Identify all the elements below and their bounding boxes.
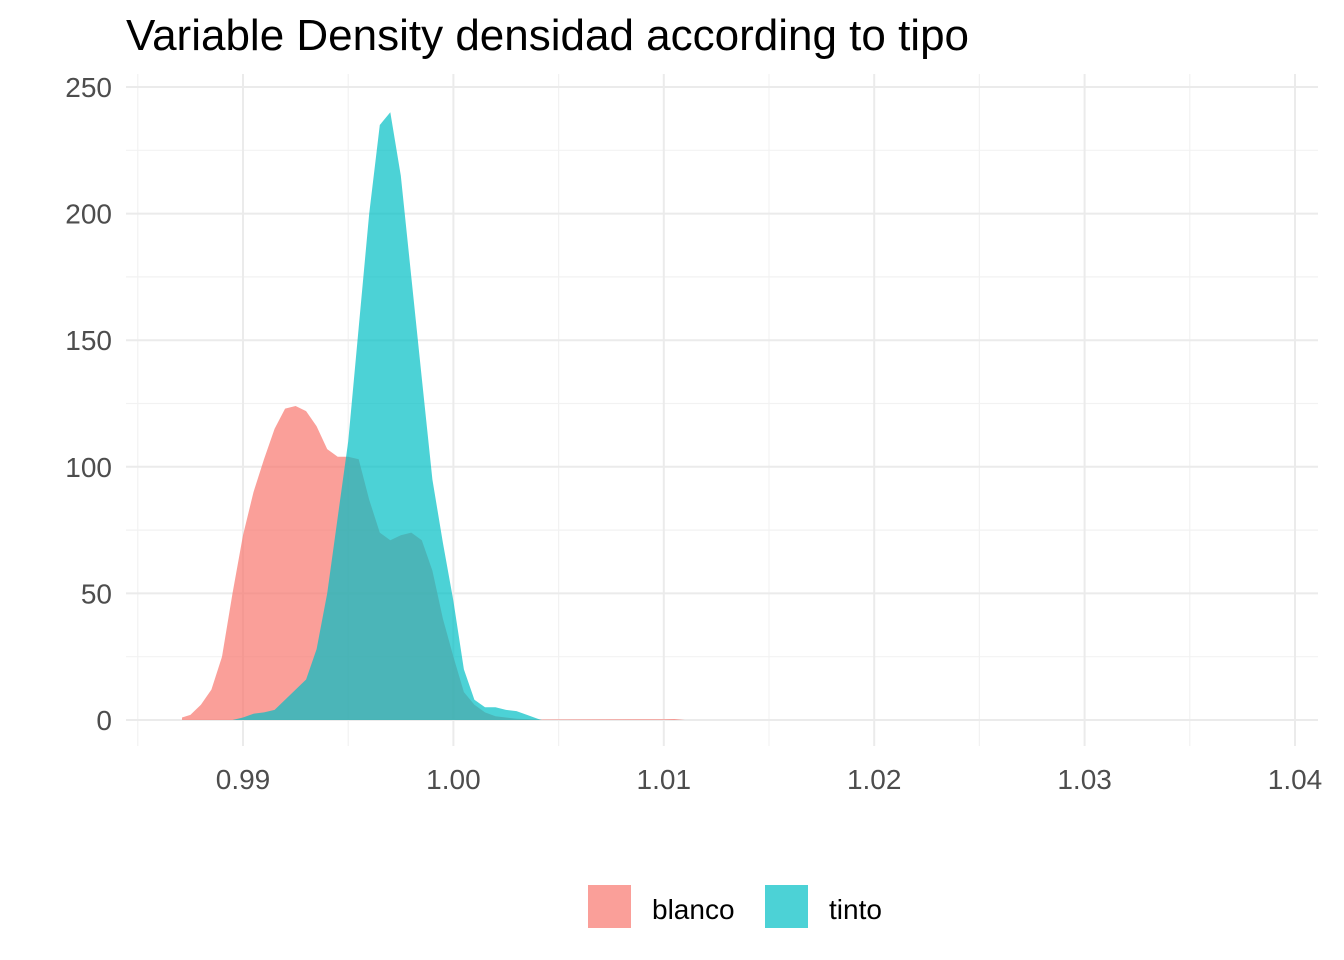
y-tick-label: 0 xyxy=(96,705,112,736)
y-tick-label: 50 xyxy=(81,578,112,609)
y-tick-label: 100 xyxy=(65,452,112,483)
legend-label-tinto: tinto xyxy=(829,894,882,925)
legend-key-blanco xyxy=(588,885,631,928)
y-tick-label: 200 xyxy=(65,199,112,230)
x-tick-label: 0.99 xyxy=(216,764,271,795)
density-areas xyxy=(182,112,685,721)
legend: blanco tinto xyxy=(588,885,882,928)
grid-lines xyxy=(126,74,1318,746)
x-tick-label: 1.03 xyxy=(1057,764,1112,795)
legend-label-blanco: blanco xyxy=(652,894,735,925)
density-area-tinto xyxy=(232,112,542,721)
x-tick-label: 1.01 xyxy=(637,764,692,795)
legend-key-tinto xyxy=(765,885,808,928)
x-tick-label: 1.04 xyxy=(1268,764,1323,795)
x-tick-label: 1.02 xyxy=(847,764,902,795)
chart-title: Variable Density densidad according to t… xyxy=(126,11,969,60)
density-area-blanco xyxy=(182,406,685,720)
x-axis-ticks: 0.99 1.00 1.01 1.02 1.03 1.04 xyxy=(216,764,1323,795)
y-axis-ticks: 0 50 100 150 200 250 xyxy=(65,72,112,736)
x-tick-label: 1.00 xyxy=(426,764,481,795)
y-tick-label: 250 xyxy=(65,72,112,103)
y-tick-label: 150 xyxy=(65,325,112,356)
